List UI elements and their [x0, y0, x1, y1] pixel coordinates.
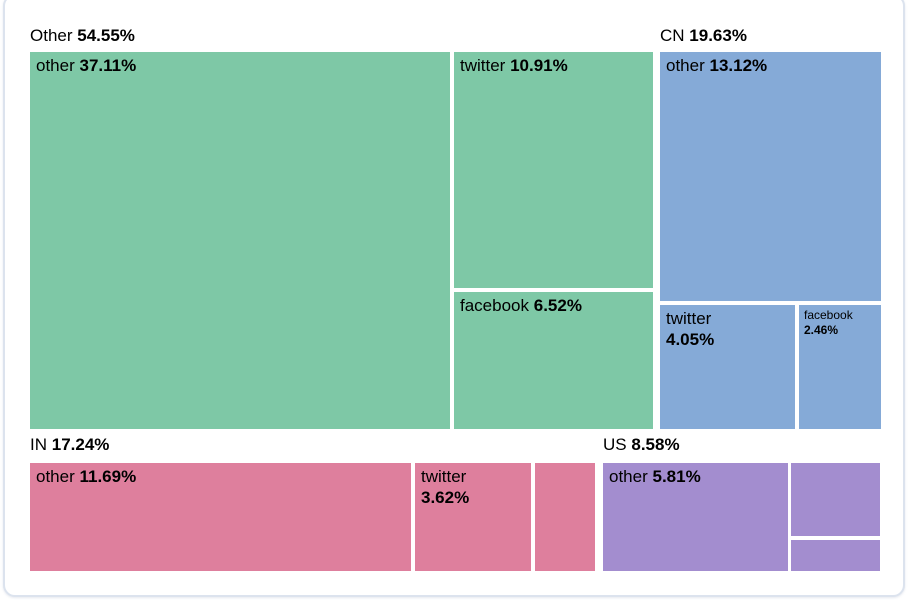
group-pct: 17.24% — [51, 435, 110, 454]
treemap-cell-other-twitter[interactable]: twitter 10.91% — [454, 52, 653, 288]
cell-name: facebook — [460, 296, 529, 315]
group-label-other: Other 54.55% — [30, 25, 135, 46]
cell-pct: 5.81% — [652, 467, 701, 486]
group-name: CN — [660, 26, 685, 45]
cell-label: twitter 10.91% — [454, 52, 653, 76]
cell-name: twitter — [666, 309, 712, 328]
cell-label: twitter 3.62% — [415, 463, 531, 508]
group-name: IN — [30, 435, 47, 454]
group-name: Other — [30, 26, 73, 45]
group-label-cn: CN 19.63% — [660, 25, 747, 46]
treemap-cell-in-other[interactable]: other 11.69% — [30, 463, 411, 571]
cell-name: other — [609, 467, 648, 486]
cell-label: other 5.81% — [603, 463, 788, 487]
cell-pct: 6.52% — [533, 296, 582, 315]
cell-name: other — [666, 56, 705, 75]
cell-pct: 10.91% — [510, 56, 568, 75]
treemap-cell-other-other[interactable]: other 37.11% — [30, 52, 450, 429]
cell-name: facebook — [804, 308, 853, 322]
group-label-in: IN 17.24% — [30, 434, 109, 455]
cell-pct: 37.11% — [79, 56, 137, 75]
treemap-cell-us-other[interactable]: other 5.81% — [603, 463, 788, 571]
cell-label: facebook 6.52% — [454, 292, 653, 316]
cell-label: other 13.12% — [660, 52, 881, 76]
cell-name: twitter — [421, 467, 467, 486]
cell-pct: 13.12% — [709, 56, 768, 75]
cell-name: other — [36, 56, 75, 75]
treemap-cell-cn-other[interactable]: other 13.12% — [660, 52, 881, 301]
cell-label: twitter 4.05% — [660, 305, 795, 350]
group-pct: 8.58% — [631, 435, 680, 454]
treemap-cell-in-unlabeled[interactable] — [535, 463, 595, 571]
treemap-cell-other-facebook[interactable]: facebook 6.52% — [454, 292, 653, 429]
treemap-cell-us-unlabeled-2[interactable] — [791, 540, 880, 571]
cell-name: other — [36, 467, 75, 486]
cell-label: other 11.69% — [30, 463, 411, 487]
group-pct: 54.55% — [77, 26, 135, 45]
group-label-us: US 8.58% — [603, 434, 680, 455]
cell-label: other 37.11% — [30, 52, 450, 76]
treemap-cell-cn-facebook[interactable]: facebook 2.46% — [799, 305, 881, 429]
group-name: US — [603, 435, 627, 454]
treemap-cell-us-unlabeled-1[interactable] — [791, 463, 880, 536]
cell-label: facebook 2.46% — [799, 305, 881, 338]
treemap-cell-cn-twitter[interactable]: twitter 4.05% — [660, 305, 795, 429]
cell-pct: 2.46% — [804, 323, 839, 337]
cell-pct: 11.69% — [79, 467, 137, 486]
cell-pct: 3.62% — [421, 488, 470, 507]
cell-pct: 4.05% — [666, 330, 715, 349]
group-pct: 19.63% — [689, 26, 747, 45]
cell-name: twitter — [460, 56, 506, 75]
treemap-cell-in-twitter[interactable]: twitter 3.62% — [415, 463, 531, 571]
